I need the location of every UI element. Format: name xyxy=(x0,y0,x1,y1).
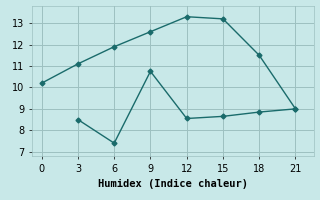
X-axis label: Humidex (Indice chaleur): Humidex (Indice chaleur) xyxy=(98,179,248,189)
